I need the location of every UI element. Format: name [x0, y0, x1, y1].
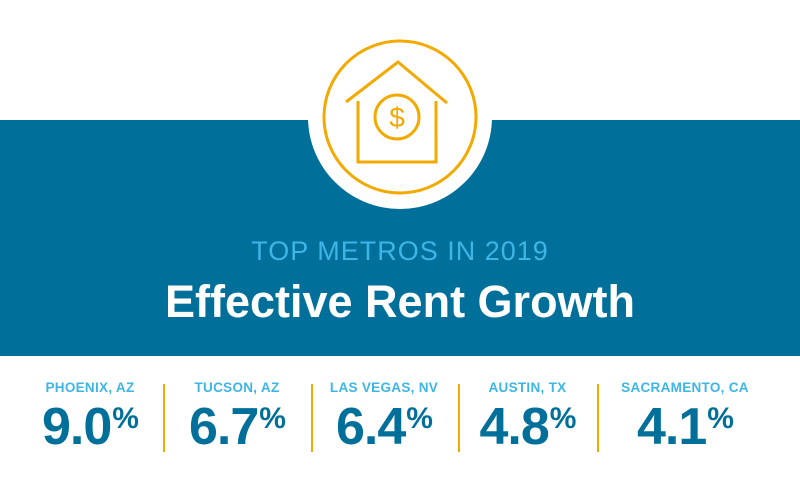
stat-label: SACRAMENTO, CA	[621, 380, 749, 395]
percent-sign: %	[406, 402, 433, 435]
divider	[163, 384, 165, 452]
stat-label: TUCSON, AZ	[194, 380, 280, 395]
page-title: Effective Rent Growth	[164, 276, 636, 327]
percent-sign: %	[259, 402, 286, 435]
icon-badge	[308, 25, 492, 209]
stat-number: 6.4	[336, 398, 406, 456]
percent-sign: %	[112, 402, 139, 435]
stat-las-vegas: LAS VEGAS, NV 6.4%	[308, 380, 460, 453]
divider	[458, 384, 460, 452]
stat-value: 4.8%	[455, 401, 600, 453]
subtitle: TOP METROS IN 2019	[251, 236, 549, 266]
stat-value: 9.0%	[10, 401, 170, 453]
stat-number: 6.7	[189, 398, 259, 456]
divider	[597, 384, 599, 452]
stat-tucson: TUCSON, AZ 6.7%	[160, 380, 314, 453]
stat-value: 6.7%	[160, 401, 314, 453]
stat-label: LAS VEGAS, NV	[329, 380, 439, 395]
stat-sacramento: SACRAMENTO, CA 4.1%	[600, 380, 770, 453]
divider	[311, 384, 313, 452]
stat-label: AUSTIN, TX	[488, 380, 567, 395]
stat-value: 6.4%	[308, 401, 460, 453]
stat-number: 4.1	[637, 398, 707, 456]
percent-sign: %	[707, 402, 734, 435]
stat-phoenix: PHOENIX, AZ 9.0%	[10, 380, 170, 453]
stat-value: 4.1%	[600, 401, 770, 453]
stat-label: PHOENIX, AZ	[45, 380, 135, 395]
stat-austin: AUSTIN, TX 4.8%	[455, 380, 600, 453]
stat-number: 4.8	[479, 398, 550, 456]
stat-number: 9.0	[42, 398, 112, 456]
svg-text:$: $	[389, 102, 405, 133]
house-dollar-icon: $	[322, 39, 478, 195]
percent-sign: %	[549, 402, 577, 435]
